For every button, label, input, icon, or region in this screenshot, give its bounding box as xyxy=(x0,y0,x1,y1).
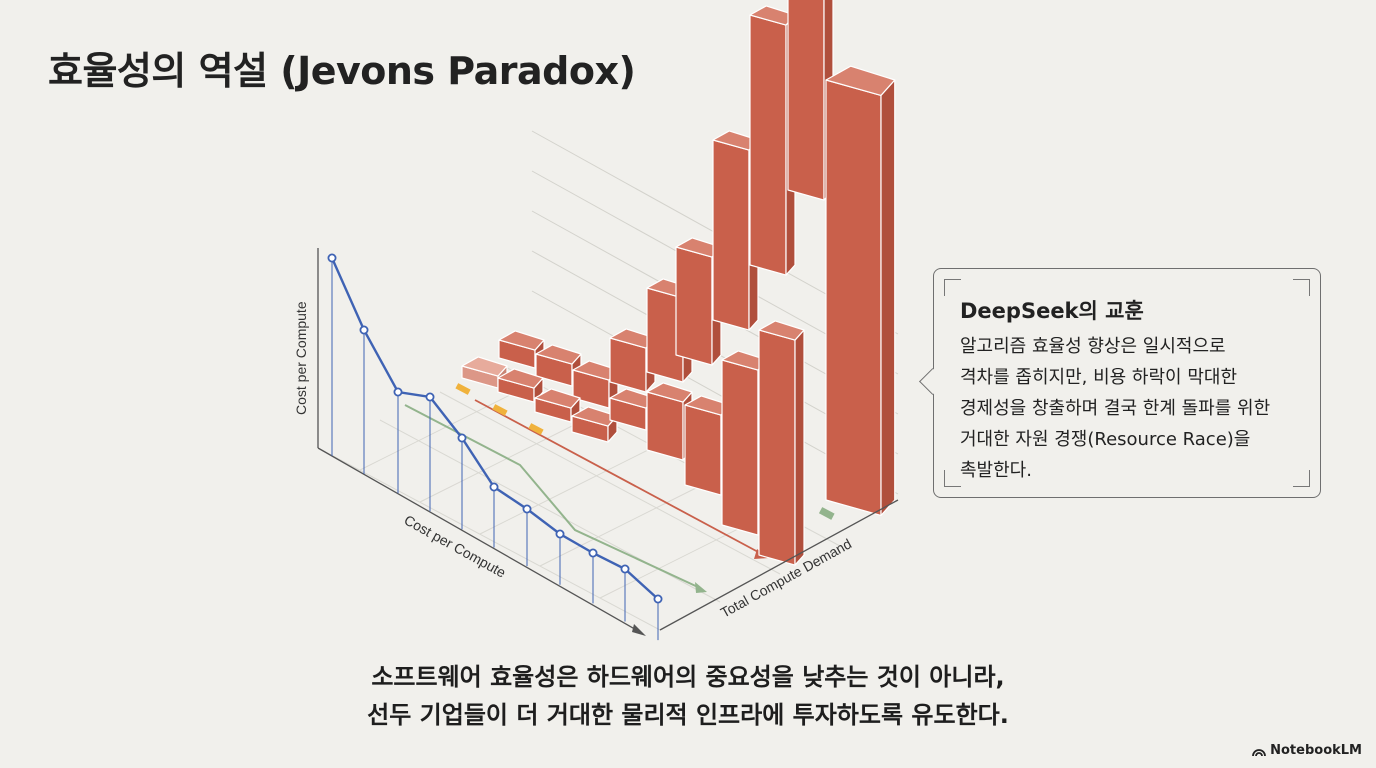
cost-point xyxy=(653,594,663,604)
callout-title: DeepSeek의 교훈 xyxy=(960,299,1144,323)
callout-body: 알고리즘 효율성 향상은 일시적으로 격차를 좁히지만, 비용 하락이 막대한 … xyxy=(960,331,1310,486)
axis-left-label: Cost per Compute xyxy=(293,301,309,415)
deepseek-callout: DeepSeek의 교훈 알고리즘 효율성 향상은 일시적으로 격차를 좁히지만… xyxy=(919,268,1321,498)
cost-point xyxy=(522,504,532,514)
callout-line: 거대한 자원 경쟁(Resource Race)을 xyxy=(960,429,1251,450)
demand-bar xyxy=(758,320,805,566)
caption-line-1: 소프트웨어 효율성은 하드웨어의 중요성을 낮추는 것이 아니라, xyxy=(371,663,1005,691)
chart-axes xyxy=(317,248,899,636)
cost-point xyxy=(489,482,499,492)
notebooklm-logo-icon xyxy=(1252,748,1267,756)
page-title: 효율성의 역설 (Jevons Paradox) xyxy=(48,49,636,93)
caption-line-2: 선두 기업들이 더 거대한 물리적 인프라에 투자하도록 유도한다. xyxy=(367,701,1009,729)
demand-bar xyxy=(572,360,619,409)
demand-bar xyxy=(535,344,582,387)
cost-point xyxy=(620,564,630,574)
cost-point xyxy=(457,433,467,443)
callout-line: 촉발한다. xyxy=(960,460,1032,481)
demand-bar xyxy=(825,65,896,517)
demand-bars xyxy=(461,0,896,566)
corner-bracket xyxy=(1293,279,1310,296)
cost-point xyxy=(555,529,565,539)
demand-bar xyxy=(571,406,618,443)
cost-point xyxy=(393,387,403,397)
demand-bar xyxy=(497,368,544,403)
callout-line: 알고리즘 효율성 향상은 일시적으로 xyxy=(960,336,1226,357)
demand-bar xyxy=(498,330,545,369)
notebooklm-brand: NotebookLM xyxy=(1252,743,1362,758)
demand-bar xyxy=(609,388,656,431)
cost-point xyxy=(425,392,435,402)
brand-label: NotebookLM xyxy=(1270,743,1362,758)
cost-line xyxy=(327,253,663,641)
corner-bracket xyxy=(944,279,961,296)
callout-line: 격차를 좁히지만, 비용 하락이 막대한 xyxy=(960,367,1238,388)
cost-point xyxy=(359,325,369,335)
floor-markers xyxy=(455,383,835,520)
bottom-caption: 소프트웨어 효율성은 하드웨어의 중요성을 낮추는 것이 아니라, 선두 기업들… xyxy=(0,658,1376,734)
corner-bracket xyxy=(1293,470,1310,487)
axis-front-label: Cost per Compute xyxy=(402,512,509,581)
corner-bracket xyxy=(944,470,961,487)
cost-point xyxy=(588,548,598,558)
callout-line: 경제성을 창출하며 결국 한계 돌파를 위한 xyxy=(960,398,1271,419)
cost-point xyxy=(327,253,337,263)
